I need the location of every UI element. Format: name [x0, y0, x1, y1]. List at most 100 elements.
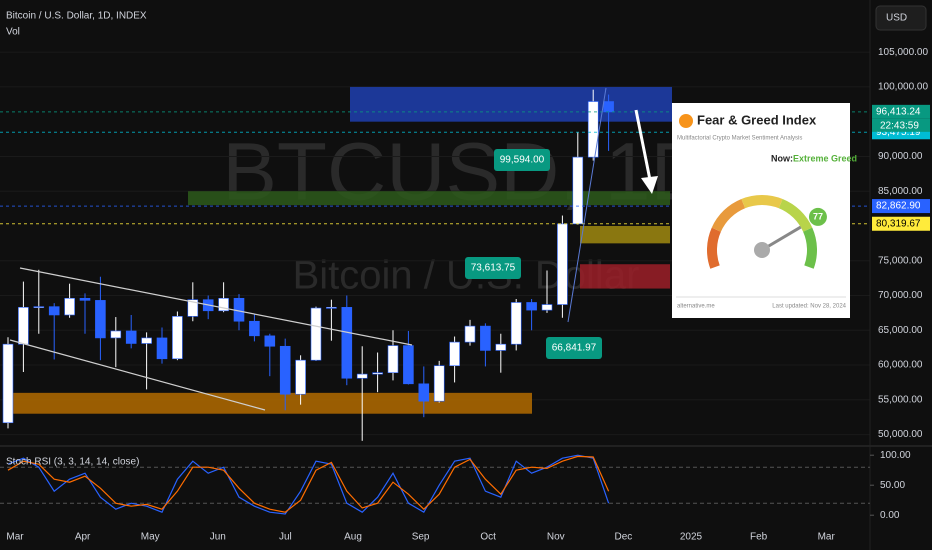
x-tick-label: Dec: [615, 532, 633, 543]
btc-icon: [679, 114, 693, 128]
candle-body: [295, 359, 306, 395]
candle-body: [526, 302, 537, 311]
candle-body: [125, 330, 137, 344]
x-tick-label: Jun: [210, 532, 226, 543]
candle-body: [510, 302, 522, 345]
y-tick-label: 70,000.00: [878, 290, 923, 301]
candle-body: [79, 297, 91, 301]
fg-subtitle: Multifactorial Crypto Market Sentiment A…: [677, 136, 802, 142]
countdown: 22:43:59: [880, 120, 919, 131]
candle-body: [433, 365, 445, 402]
gauge-arc: [707, 227, 721, 269]
x-tick-label: Nov: [547, 532, 565, 543]
candle-body: [218, 297, 229, 312]
candle-body: [187, 299, 199, 317]
candle-body: [603, 101, 614, 113]
candle-body: [372, 372, 383, 375]
fg-sentiment: Extreme Greed: [793, 153, 857, 163]
candle-body: [141, 337, 152, 344]
candle-body: [480, 325, 491, 351]
trend-line: [9, 339, 266, 411]
candle-body: [264, 335, 276, 347]
candle-body: [249, 320, 260, 337]
trend-line: [19, 267, 413, 346]
candle-body: [279, 345, 291, 395]
x-tick-label: Feb: [750, 532, 768, 543]
fg-updated: Last updated: Nov 28, 2024: [772, 304, 846, 310]
price-label-bg: [872, 104, 930, 119]
x-tick-label: Mar: [6, 532, 24, 543]
currency: USD: [886, 13, 907, 24]
callout-label: 66,841.97: [552, 343, 597, 354]
vol-label: Vol: [6, 27, 20, 38]
rsi-line: [7, 454, 610, 515]
fear-greed-panel: Fear & Greed Index Multifactorial Crypto…: [672, 103, 857, 318]
candle-body: [326, 307, 337, 309]
arrow: [634, 109, 652, 181]
fg-title: Fear & Greed Index: [697, 112, 817, 127]
candle-body: [572, 156, 584, 225]
callout-label: 99,594.00: [500, 155, 545, 166]
gauge-arc: [711, 199, 746, 232]
gauge-arc: [803, 227, 817, 269]
candle-body: [33, 306, 45, 308]
candle-body: [587, 101, 599, 158]
candle-body: [464, 325, 476, 343]
y-tick-label: 105,000.00: [878, 47, 928, 58]
gauge-hub: [754, 242, 770, 258]
y-tick-label: 55,000.00: [878, 394, 923, 405]
candle-body: [403, 345, 414, 385]
candle-body: [310, 307, 322, 361]
x-tick-label: Aug: [344, 532, 362, 543]
y-tick-label: 85,000.00: [878, 186, 923, 197]
fg-source: alternative.me: [677, 304, 715, 310]
zone: [350, 86, 672, 122]
price-label: 96,413.24: [876, 106, 921, 117]
zone: [580, 264, 670, 289]
candle-body: [18, 307, 29, 345]
candle-body: [48, 306, 60, 316]
x-tick-label: Oct: [480, 532, 496, 543]
y-tick-label: 60,000.00: [878, 360, 923, 371]
y-tick-label: 65,000.00: [878, 325, 923, 336]
price-label: 80,319.67: [876, 218, 921, 229]
callout-box: [465, 257, 521, 279]
candle-body: [172, 316, 183, 360]
y-tick-label: 50.00: [880, 480, 905, 491]
zone: [188, 191, 670, 206]
x-tick-label: Mar: [818, 532, 836, 543]
y-tick-label: 75,000.00: [878, 255, 923, 266]
candle-body: [64, 297, 75, 316]
zone: [580, 225, 670, 244]
x-tick-label: Apr: [75, 532, 91, 543]
title: Bitcoin / U.S. Dollar, 1D, INDEX: [6, 11, 147, 22]
gauge-value: 77: [813, 211, 823, 221]
candle-body: [341, 307, 353, 379]
callout-box: [546, 337, 602, 359]
price-label-bg: [872, 199, 930, 214]
main-panel: [0, 51, 870, 441]
gauge-arc: [778, 199, 813, 232]
callout-label: 73,613.75: [471, 263, 516, 274]
candle-body: [418, 383, 430, 402]
candle-body: [449, 341, 460, 367]
candle-body: [110, 330, 122, 339]
rsi-title: Stoch RSI (3, 3, 14, 14, close): [6, 457, 139, 468]
candle-body: [541, 304, 553, 311]
candle-body: [387, 345, 399, 373]
countdown-bg: [872, 118, 930, 132]
gauge-badge: [808, 207, 827, 226]
candle-body: [557, 223, 568, 305]
x-tick-label: Sep: [412, 532, 430, 543]
candle-body: [156, 337, 168, 360]
trend-line: [567, 87, 607, 323]
candle-body: [2, 343, 14, 424]
currency-button[interactable]: [875, 5, 927, 31]
rsi-line: [7, 455, 610, 513]
y-tick-label: 100,000.00: [878, 82, 928, 93]
candle-body: [356, 373, 368, 379]
x-tick-label: 2025: [680, 532, 703, 543]
price-label: 93,475.19: [876, 127, 921, 138]
y-tick-label: 90,000.00: [878, 151, 923, 162]
